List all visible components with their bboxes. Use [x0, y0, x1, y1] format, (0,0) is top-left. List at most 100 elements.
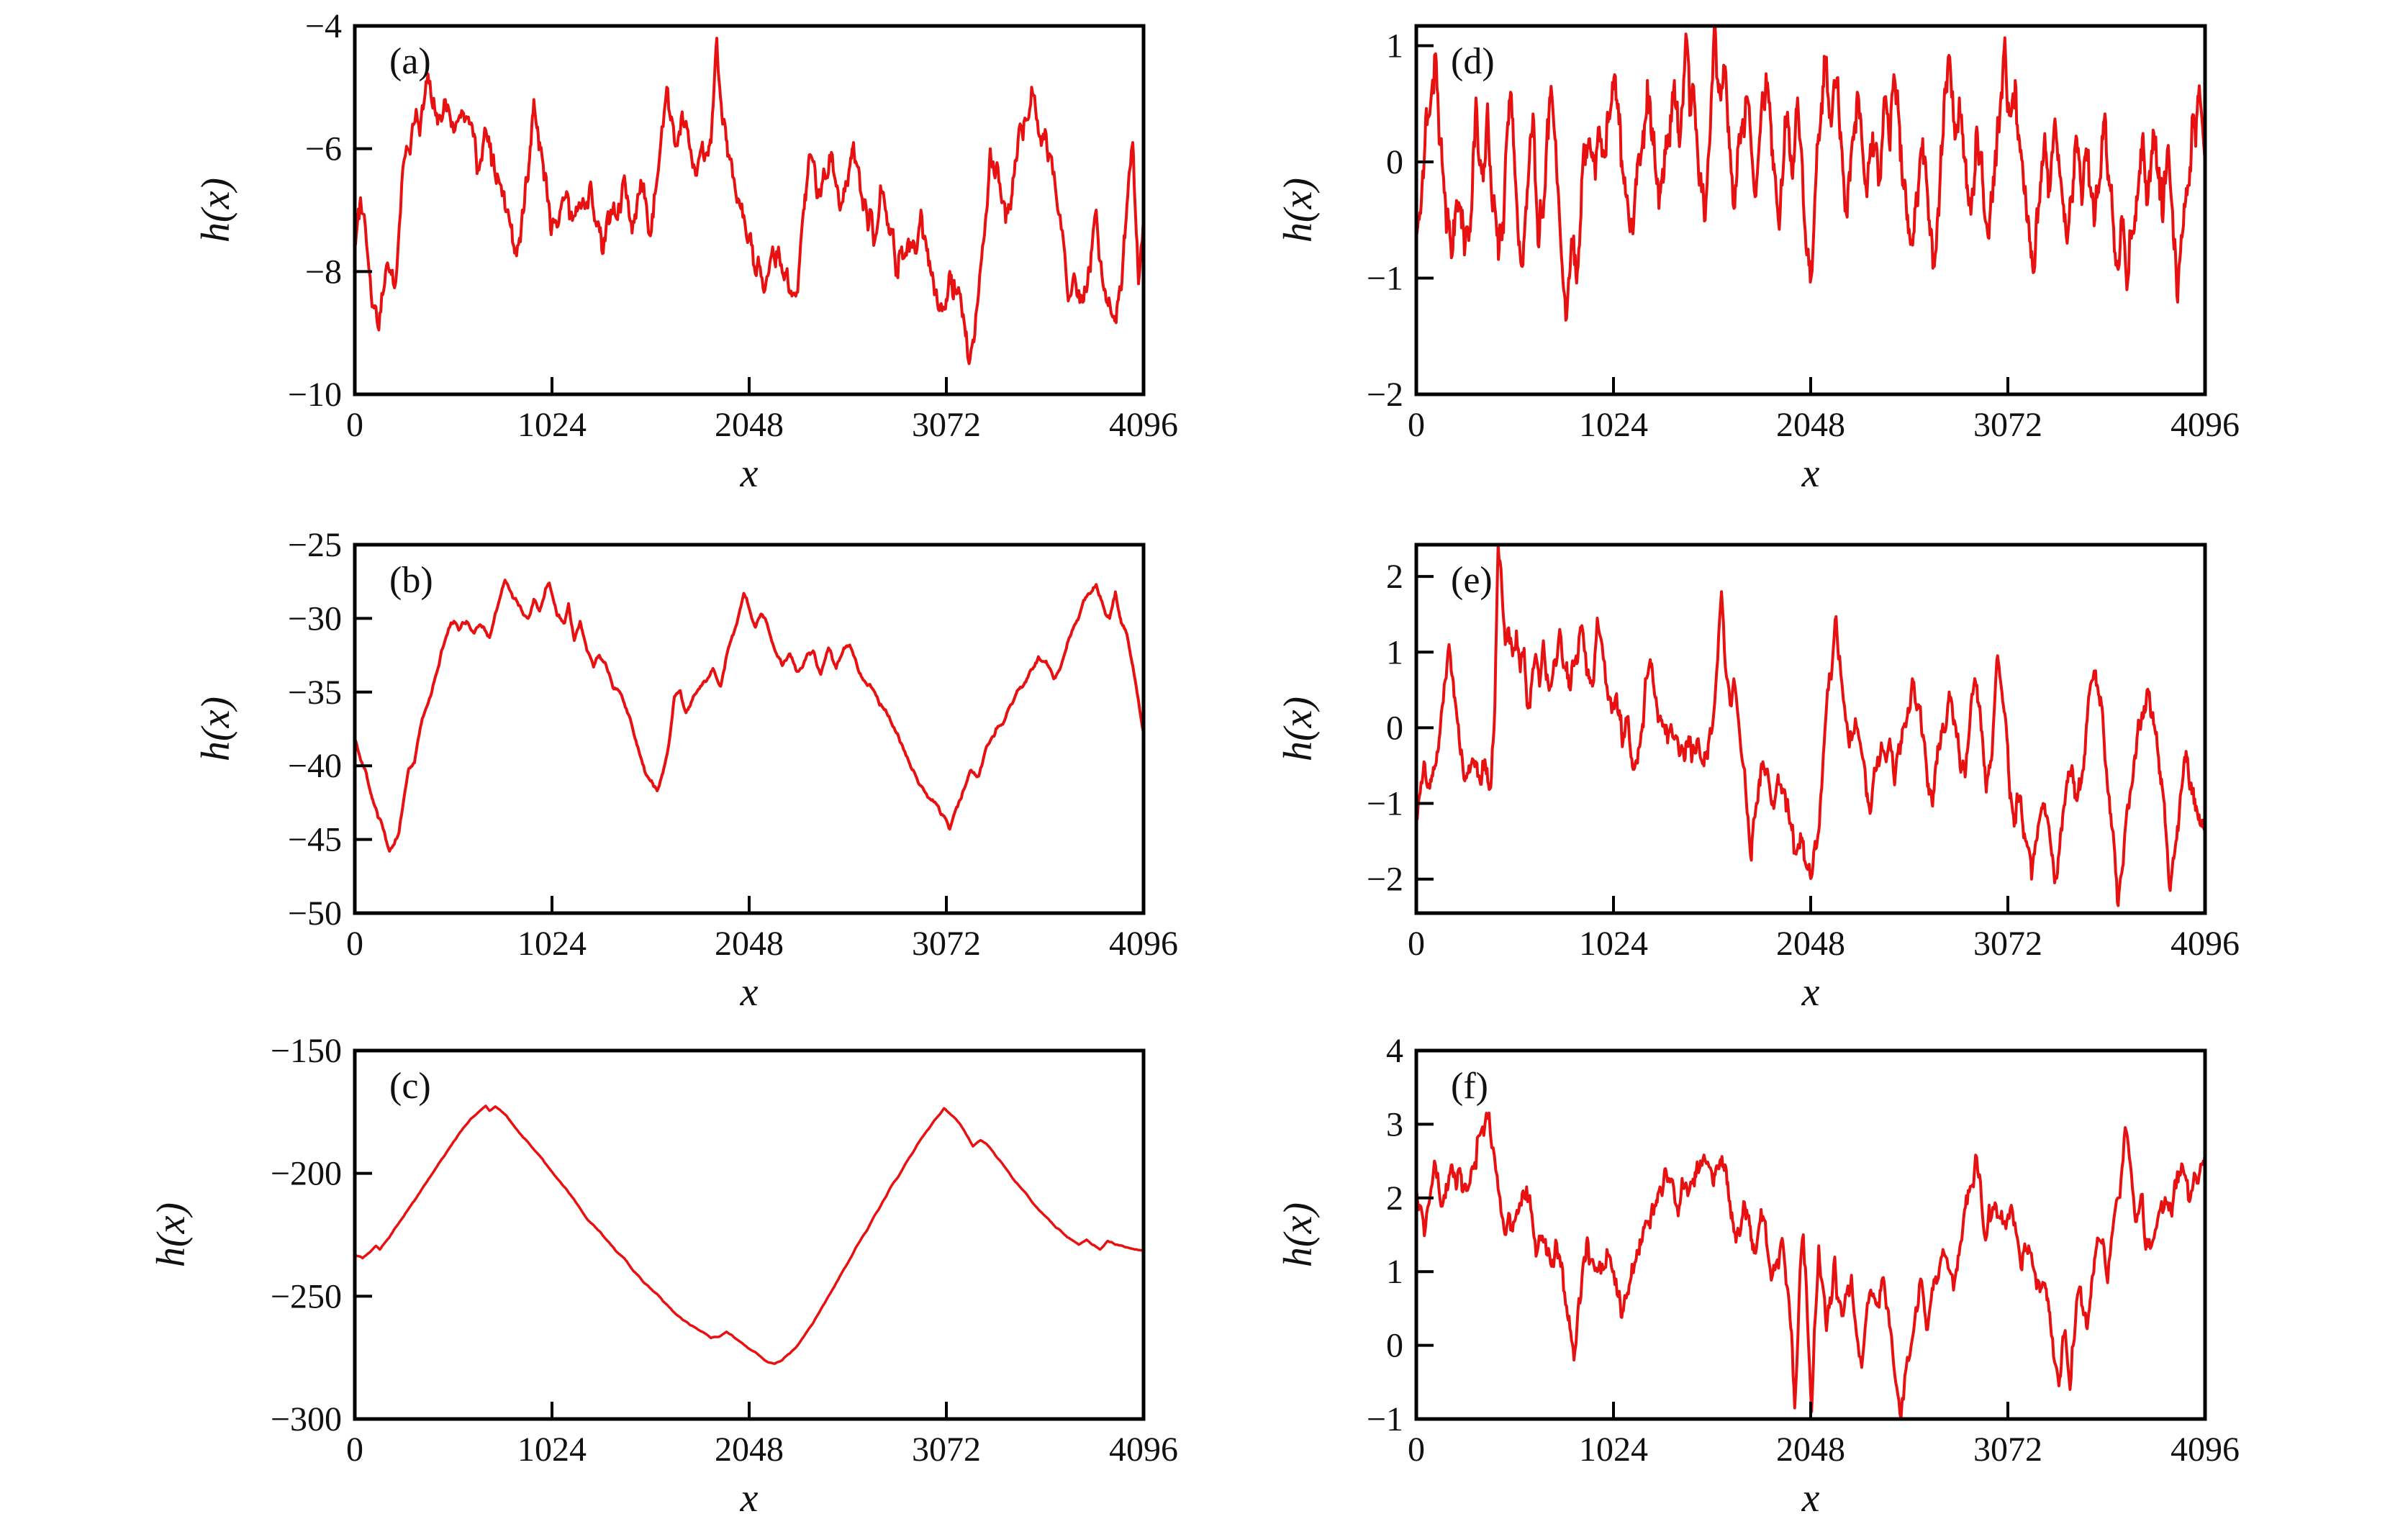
x-tick-label: 3072 — [912, 1431, 981, 1469]
y-tick-label: −1 — [1367, 1400, 1403, 1438]
y-tick-label: −150 — [271, 1032, 342, 1070]
panel-c: −150 −200 −250 −300 0 1024 2048 3072 4096 (c) h(… — [108, 1025, 1223, 1537]
y-tick-label: 1 — [1386, 633, 1403, 671]
x-axis-label: x — [740, 1476, 759, 1520]
x-tick-label: 2048 — [1776, 925, 1845, 963]
series-line — [1418, 1111, 2204, 1418]
y-tick-label: −30 — [288, 599, 342, 638]
y-tick-label: −40 — [288, 747, 342, 785]
x-tick-label: 3072 — [912, 925, 981, 963]
y-tick-label: 1 — [1386, 27, 1403, 65]
x-tick-label: 3072 — [1973, 1431, 2042, 1469]
plot-frame — [353, 543, 1146, 915]
y-tick-label: −2 — [1367, 376, 1403, 414]
x-tick-label: 3072 — [1973, 925, 2042, 963]
x-tick-label: 2048 — [1776, 406, 1845, 444]
x-tick-label: 0 — [346, 406, 363, 444]
x-tick-label: 4096 — [1109, 406, 1178, 444]
x-tick-label: 3072 — [1973, 406, 2042, 444]
y-tick-label: 3 — [1386, 1105, 1403, 1143]
x-tick-label: 0 — [1408, 1431, 1425, 1469]
y-tick-label: −250 — [271, 1277, 342, 1315]
y-tick-label: 0 — [1386, 709, 1403, 747]
panel-e: 2 1 0 −1 −2 0 1024 2048 3072 4096 (e) h(x) x — [1223, 512, 2339, 1025]
y-tick-label: −10 — [288, 376, 342, 414]
y-tick-label: −200 — [271, 1155, 342, 1193]
x-tick-label: 2048 — [715, 406, 784, 444]
panel-a: −4 −6 −8 −10 0 1024 2048 3072 4096 (a) h(x) x — [108, 0, 1223, 512]
y-axis-label: h(x) — [1276, 1202, 1321, 1268]
series-line — [356, 579, 1142, 853]
plot-frame — [353, 24, 1146, 396]
x-axis-label: x — [740, 970, 759, 1015]
y-tick-label: −8 — [305, 253, 342, 291]
y-tick-label: −300 — [271, 1400, 342, 1438]
x-tick-label: 1024 — [517, 925, 587, 963]
panel-plot: −4 −6 −8 −100 1024 2048 3072 4096 — [288, 7, 1178, 444]
panel-plot: 10−1−20 1024 2048 3072 4096 — [1367, 24, 2240, 444]
y-tick-label: 0 — [1386, 1327, 1403, 1365]
panel-d: 1 0 −1 −2 0 1024 2048 3072 4096 (d) h(x) x — [1223, 0, 2339, 512]
y-tick-label: −35 — [288, 674, 342, 712]
plot-frame — [1414, 1048, 2207, 1421]
x-tick-label: 4096 — [1109, 1431, 1178, 1469]
x-tick-label: 4096 — [2171, 1431, 2240, 1469]
plot-frame — [1414, 543, 2207, 915]
panel-label: (a) — [389, 41, 431, 82]
y-tick-label: −2 — [1367, 861, 1403, 899]
panel-plot: 210−1−20 1024 2048 3072 4096 — [1367, 543, 2240, 963]
y-tick-label: −4 — [305, 7, 342, 45]
series-line — [1418, 546, 2204, 907]
x-tick-label: 2048 — [715, 1431, 784, 1469]
x-axis-label: x — [1801, 1476, 1820, 1520]
x-tick-label: 4096 — [2171, 406, 2240, 444]
panel-label: (d) — [1451, 41, 1495, 82]
panel-label: (c) — [389, 1066, 431, 1107]
panel-label: (e) — [1451, 560, 1493, 601]
x-tick-label: 0 — [346, 925, 363, 963]
y-axis-label: h(x) — [1276, 177, 1321, 243]
x-axis-label: x — [1801, 970, 1820, 1015]
x-tick-label: 4096 — [2171, 925, 2240, 963]
x-tick-label: 3072 — [912, 406, 981, 444]
x-tick-label: 1024 — [1579, 406, 1648, 444]
x-tick-label: 0 — [1408, 925, 1425, 963]
series-line — [1418, 27, 2204, 322]
y-tick-label: −1 — [1367, 785, 1403, 823]
y-axis-label: h(x) — [149, 1202, 194, 1268]
x-tick-label: 1024 — [517, 1431, 587, 1469]
x-tick-label: 2048 — [1776, 1431, 1845, 1469]
x-tick-label: 1024 — [1579, 1431, 1648, 1469]
panel-label: (b) — [389, 560, 433, 601]
x-axis-label: x — [740, 451, 759, 496]
series-line — [356, 37, 1142, 366]
y-tick-label: −45 — [288, 821, 342, 859]
y-axis-label: h(x) — [1276, 696, 1321, 762]
y-tick-label: 1 — [1386, 1253, 1403, 1291]
y-axis-label: h(x) — [194, 177, 238, 243]
y-tick-label: −25 — [288, 526, 342, 564]
series-line — [356, 1105, 1142, 1365]
plot-frame — [353, 1048, 1146, 1421]
y-tick-label: 4 — [1386, 1032, 1403, 1070]
panel-plot: −25 −30 −35 −40 −45 −500 1024 2048 3072 4096 — [288, 526, 1178, 963]
y-tick-label: 2 — [1386, 1179, 1403, 1218]
x-tick-label: 2048 — [715, 925, 784, 963]
panel-f: 4 3 2 1 0 −1 0 1024 2048 3072 4096 (f) h(x) x — [1223, 1025, 2339, 1537]
y-tick-label: −6 — [305, 130, 342, 168]
x-axis-label: x — [1801, 451, 1820, 496]
x-tick-label: 1024 — [517, 406, 587, 444]
y-tick-label: 0 — [1386, 143, 1403, 181]
plot-frame — [1414, 24, 2207, 396]
panel-label: (f) — [1451, 1066, 1488, 1107]
y-tick-label: −50 — [288, 894, 342, 933]
x-tick-label: 1024 — [1579, 925, 1648, 963]
y-tick-label: 2 — [1386, 558, 1403, 596]
y-tick-label: −1 — [1367, 259, 1403, 297]
x-tick-label: 4096 — [1109, 925, 1178, 963]
x-tick-label: 0 — [1408, 406, 1425, 444]
panel-b: −25 −30 −35 −40 −45 −50 0 1024 2048 3072 4096 (b) … — [108, 512, 1223, 1025]
y-axis-label: h(x) — [194, 696, 238, 762]
